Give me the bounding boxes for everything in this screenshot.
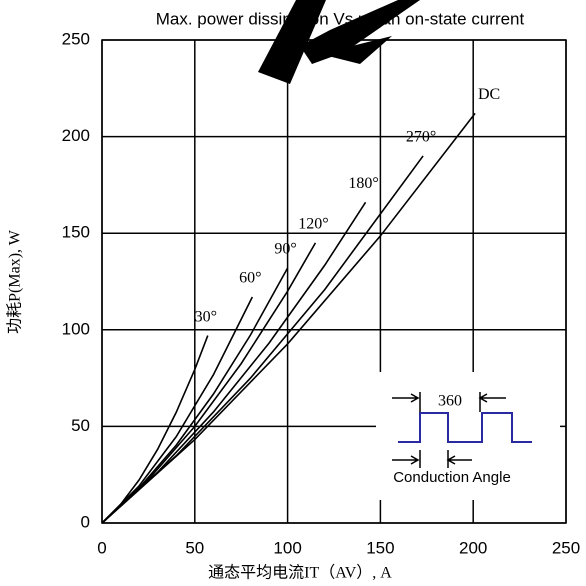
series-line: [101, 296, 254, 524]
y-tick-label: 100: [62, 319, 90, 338]
watermark: [258, 0, 326, 84]
inset-box: [376, 372, 560, 500]
y-tick-label: 50: [71, 416, 90, 435]
series-line: [101, 155, 424, 524]
series-label: 60°: [239, 270, 261, 287]
series-line: [101, 112, 476, 524]
period-arrows: [392, 392, 506, 468]
period-label: 360: [438, 393, 462, 410]
series-label: 180°: [348, 175, 378, 192]
watermark: [300, 0, 420, 64]
series-label: DC: [478, 86, 500, 103]
x-tick-label: 200: [459, 538, 487, 557]
x-tick-label: 250: [552, 538, 580, 557]
chart-title: Max. power dissipation Vs.mean on-state …: [156, 9, 525, 28]
watermark: [328, 36, 392, 64]
x-tick-label: 50: [185, 538, 204, 557]
waveform: [398, 412, 532, 443]
series-label: 90°: [274, 241, 296, 258]
series-label: 120°: [298, 216, 328, 233]
x-tick-label: 100: [273, 538, 301, 557]
y-tick-label: 150: [62, 223, 90, 242]
y-tick-label: 250: [62, 29, 90, 48]
conduction-label: Conduction Angle: [393, 469, 511, 486]
y-tick-label: 200: [62, 126, 90, 145]
x-tick-label: 150: [366, 538, 394, 557]
series-label: 270°: [406, 129, 436, 146]
series-label: 30°: [195, 308, 217, 325]
y-axis-label: 功耗P(Max), W: [6, 229, 24, 334]
x-tick-label: 0: [97, 538, 106, 557]
x-axis-label: 通态平均电流IT（AV）, A: [208, 564, 392, 582]
y-tick-label: 0: [81, 512, 90, 531]
